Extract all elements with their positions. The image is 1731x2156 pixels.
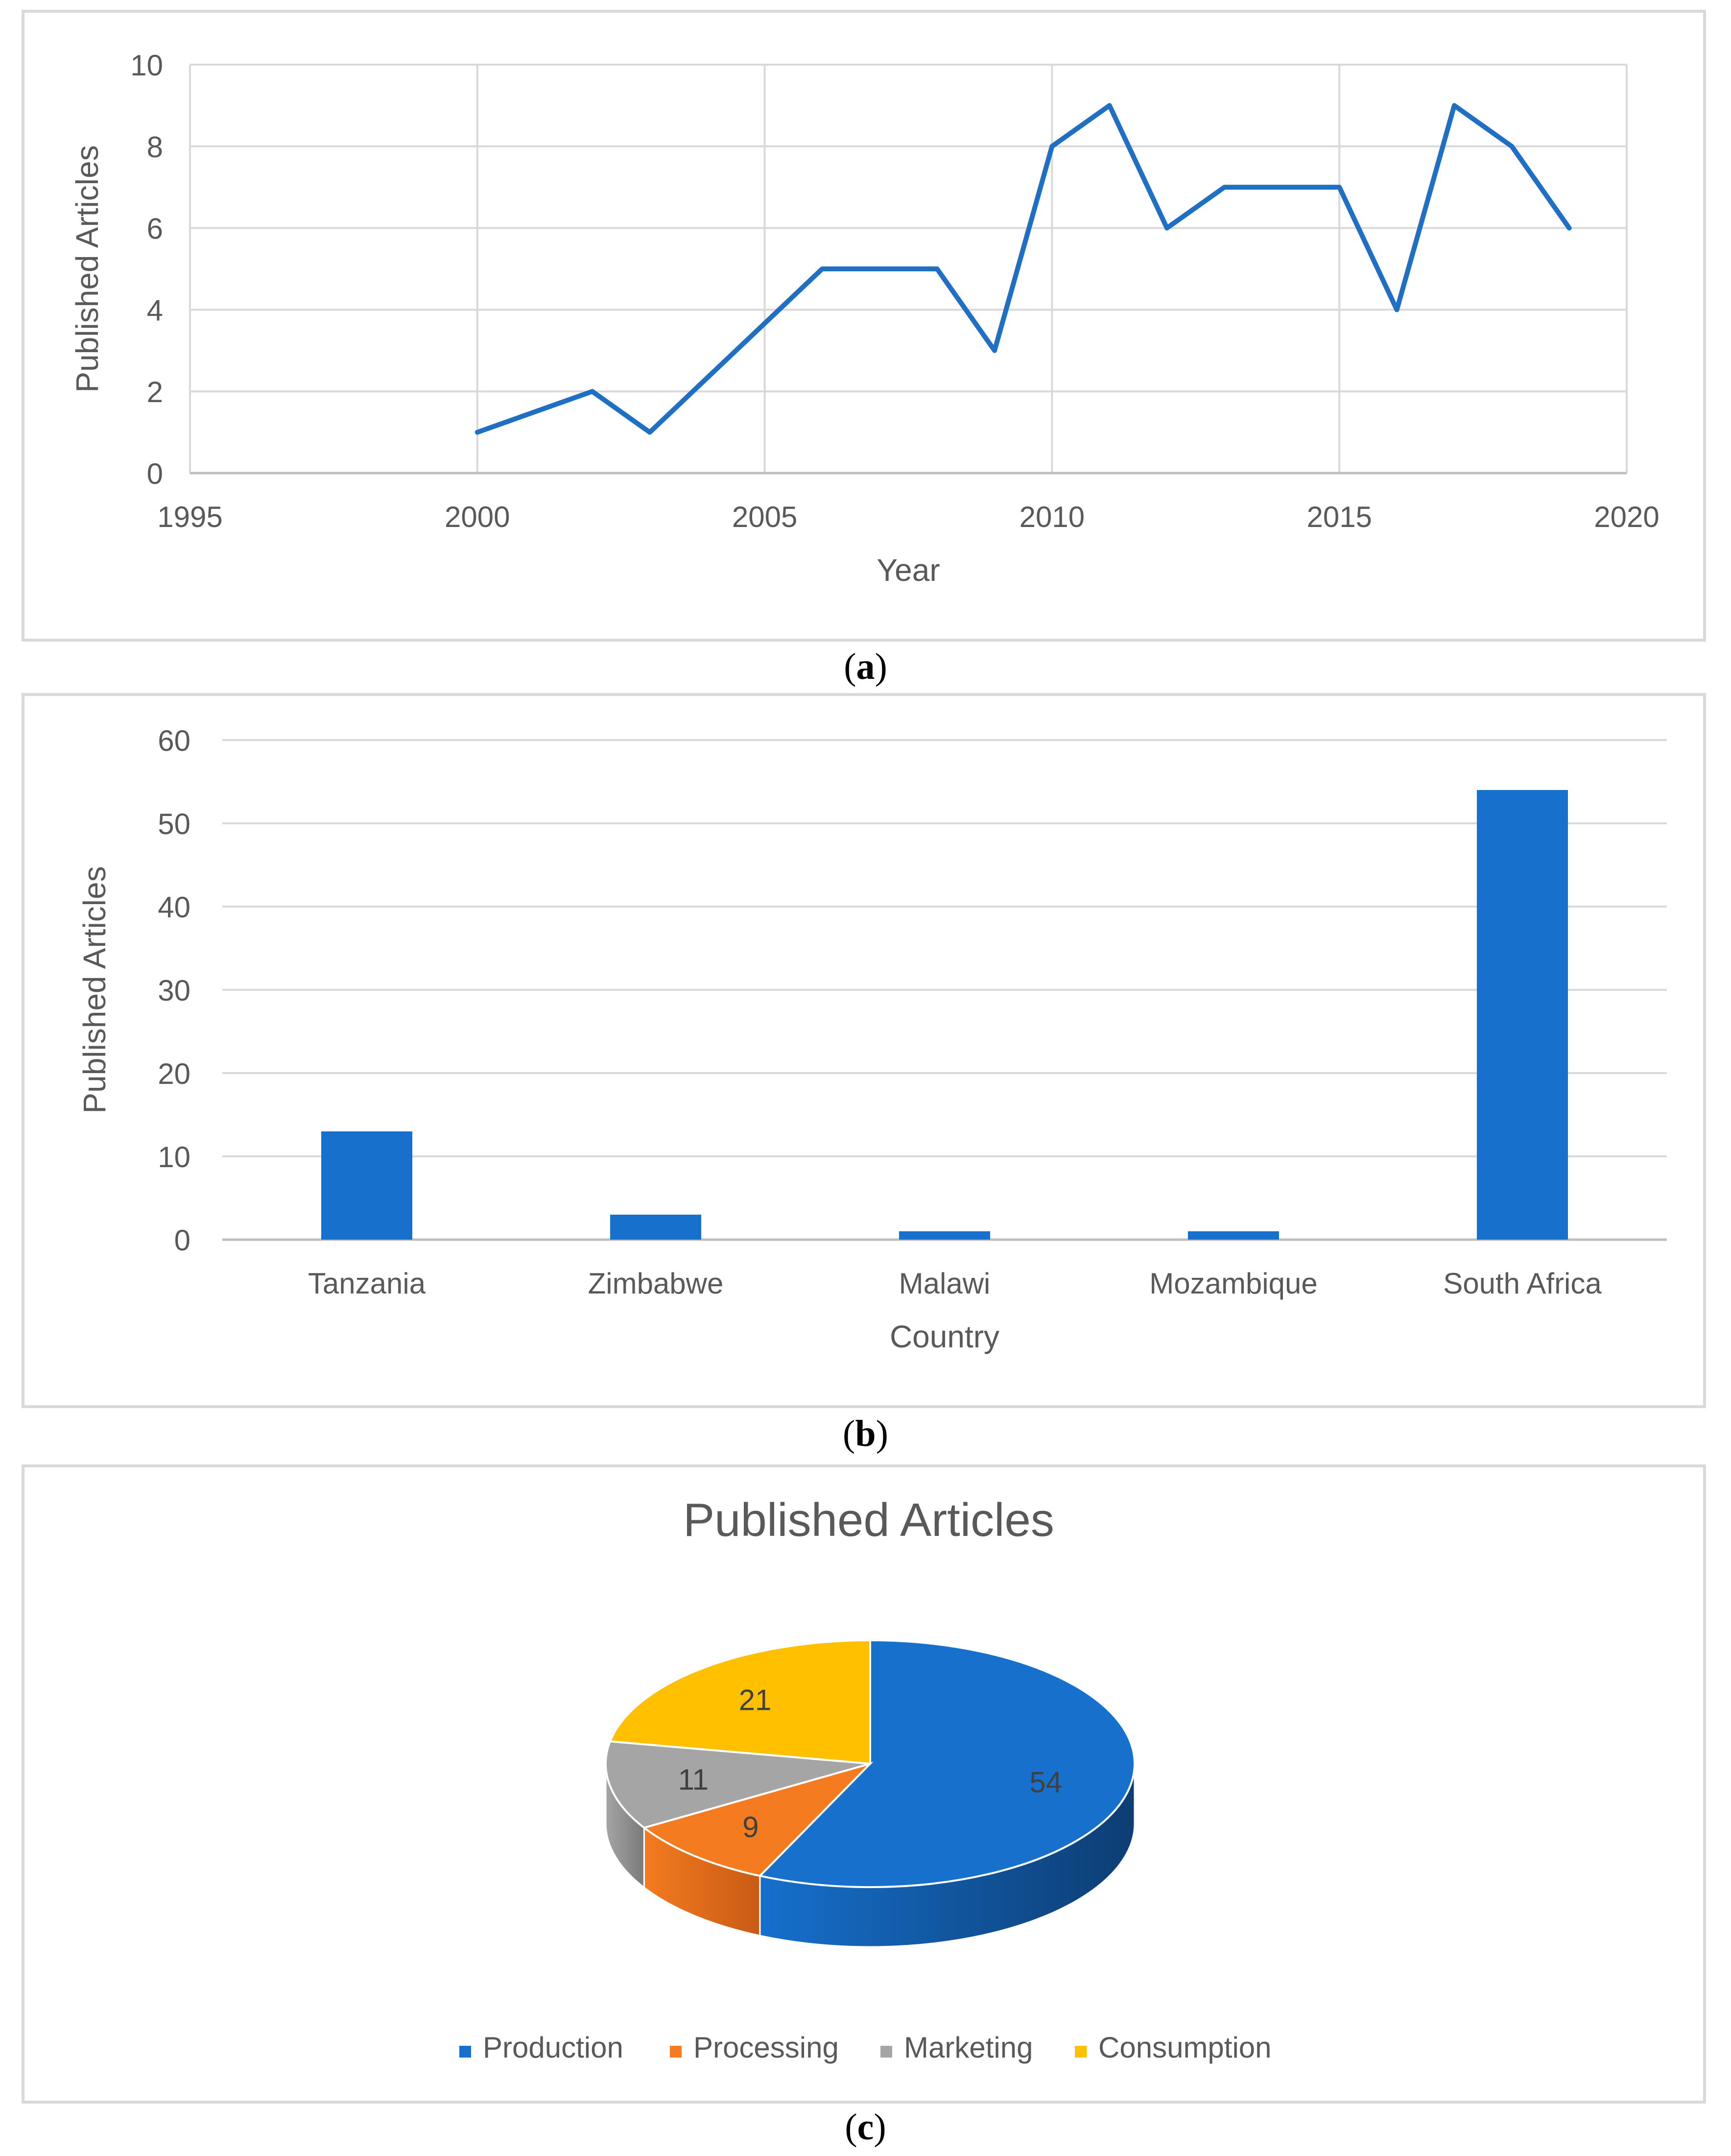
legend-label-production: Production bbox=[483, 2031, 623, 2064]
x-tick-label: 2015 bbox=[1306, 501, 1372, 533]
y-tick-label: 20 bbox=[158, 1057, 190, 1090]
x-tick-label: Zimbabwe bbox=[588, 1267, 724, 1300]
data-point bbox=[1108, 104, 1111, 107]
legend-swatch-consumption bbox=[1075, 2046, 1087, 2058]
y-tick-label: 0 bbox=[147, 457, 163, 490]
data-point bbox=[1396, 309, 1398, 311]
y-axis-title: Published Articles bbox=[77, 866, 112, 1113]
data-point bbox=[591, 390, 593, 393]
y-tick-label: 50 bbox=[158, 808, 190, 840]
data-point bbox=[1051, 145, 1053, 147]
bar-tanzania bbox=[321, 1131, 412, 1240]
caption-a: (a) bbox=[844, 646, 887, 687]
caption-c: (c) bbox=[845, 2107, 886, 2148]
x-tick-label: 2005 bbox=[732, 501, 797, 533]
y-tick-label: 8 bbox=[147, 131, 163, 164]
pie-chart: Published Articles 54 9 11 21 Production Proce… bbox=[459, 1494, 1272, 2064]
caption-b: (b) bbox=[843, 1413, 888, 1454]
x-tick-label: 2010 bbox=[1020, 501, 1085, 533]
line-chart-panel: 0 2 4 6 8 10 1995 2000 2005 2010 2015 2020 Year Publi… bbox=[22, 10, 1706, 642]
pie-slice-marketing bbox=[605, 1740, 871, 1829]
data-point bbox=[1166, 227, 1168, 229]
y-tick-label: 60 bbox=[158, 724, 190, 757]
data-point bbox=[936, 268, 938, 270]
x-tick-label: 1995 bbox=[157, 501, 222, 533]
data-point bbox=[1453, 104, 1455, 107]
pie-slice-processing bbox=[642, 1762, 874, 1877]
x-tick-label: South Africa bbox=[1443, 1267, 1602, 1300]
x-axis-title: Year bbox=[877, 552, 940, 588]
y-tick-label: 10 bbox=[158, 1141, 190, 1174]
data-point bbox=[1338, 186, 1341, 189]
bar-malawi bbox=[899, 1231, 990, 1240]
bar-chart: 0 10 20 30 40 50 60 Tanzania Zimbabwe Malawi Mozam… bbox=[77, 724, 1667, 1354]
data-label: 9 bbox=[742, 1811, 759, 1844]
data-point bbox=[1223, 186, 1226, 189]
data-point bbox=[476, 431, 478, 433]
pie-slice-production bbox=[758, 1639, 1136, 1888]
data-point bbox=[1511, 145, 1513, 147]
legend-label-consumption: Consumption bbox=[1098, 2031, 1272, 2064]
data-label: 11 bbox=[678, 1763, 709, 1796]
bar-chart-panel: 0 10 20 30 40 50 60 Tanzania Zimbabwe Malawi Mozam… bbox=[22, 693, 1706, 1408]
legend-label-processing: Processing bbox=[693, 2031, 839, 2064]
bar-zimbabwe bbox=[610, 1215, 701, 1240]
data-label: 54 bbox=[1029, 1766, 1062, 1799]
y-tick-label: 4 bbox=[147, 294, 163, 327]
data-point bbox=[1568, 227, 1570, 229]
series-line bbox=[474, 103, 1572, 435]
legend-swatch-production bbox=[459, 2046, 471, 2058]
bar-mozambique bbox=[1188, 1231, 1279, 1240]
x-tick-label: Malawi bbox=[899, 1267, 991, 1300]
y-axis-title: Published Articles bbox=[70, 145, 105, 392]
chart-title: Published Articles bbox=[683, 1494, 1054, 1546]
y-tick-label: 10 bbox=[130, 49, 163, 82]
line-chart: 0 2 4 6 8 10 1995 2000 2005 2010 2015 2020 Year Publi… bbox=[70, 49, 1660, 588]
y-tick-label: 6 bbox=[147, 213, 163, 245]
data-point bbox=[821, 268, 823, 270]
legend-swatch-processing bbox=[670, 2046, 682, 2058]
x-tick-label: Mozambique bbox=[1149, 1267, 1318, 1300]
y-tick-label: 0 bbox=[174, 1224, 190, 1257]
x-tick-label: 2000 bbox=[445, 501, 510, 533]
legend-swatch-marketing bbox=[880, 2046, 892, 2058]
data-point bbox=[648, 431, 651, 433]
x-tick-label: 2020 bbox=[1594, 501, 1659, 533]
data-point bbox=[994, 349, 996, 352]
data-label: 21 bbox=[739, 1683, 772, 1716]
pie-chart-panel: Published Articles 54 9 11 21 Production Proce… bbox=[22, 1464, 1706, 2104]
y-tick-label: 2 bbox=[147, 376, 163, 408]
legend-label-marketing: Marketing bbox=[904, 2031, 1033, 2064]
y-tick-label: 40 bbox=[158, 891, 190, 924]
y-tick-label: 30 bbox=[158, 974, 190, 1007]
x-tick-label: Tanzania bbox=[308, 1267, 426, 1300]
bar-south-africa bbox=[1477, 790, 1568, 1240]
pie-slice-consumption bbox=[609, 1639, 871, 1765]
x-axis-title: Country bbox=[890, 1319, 999, 1354]
